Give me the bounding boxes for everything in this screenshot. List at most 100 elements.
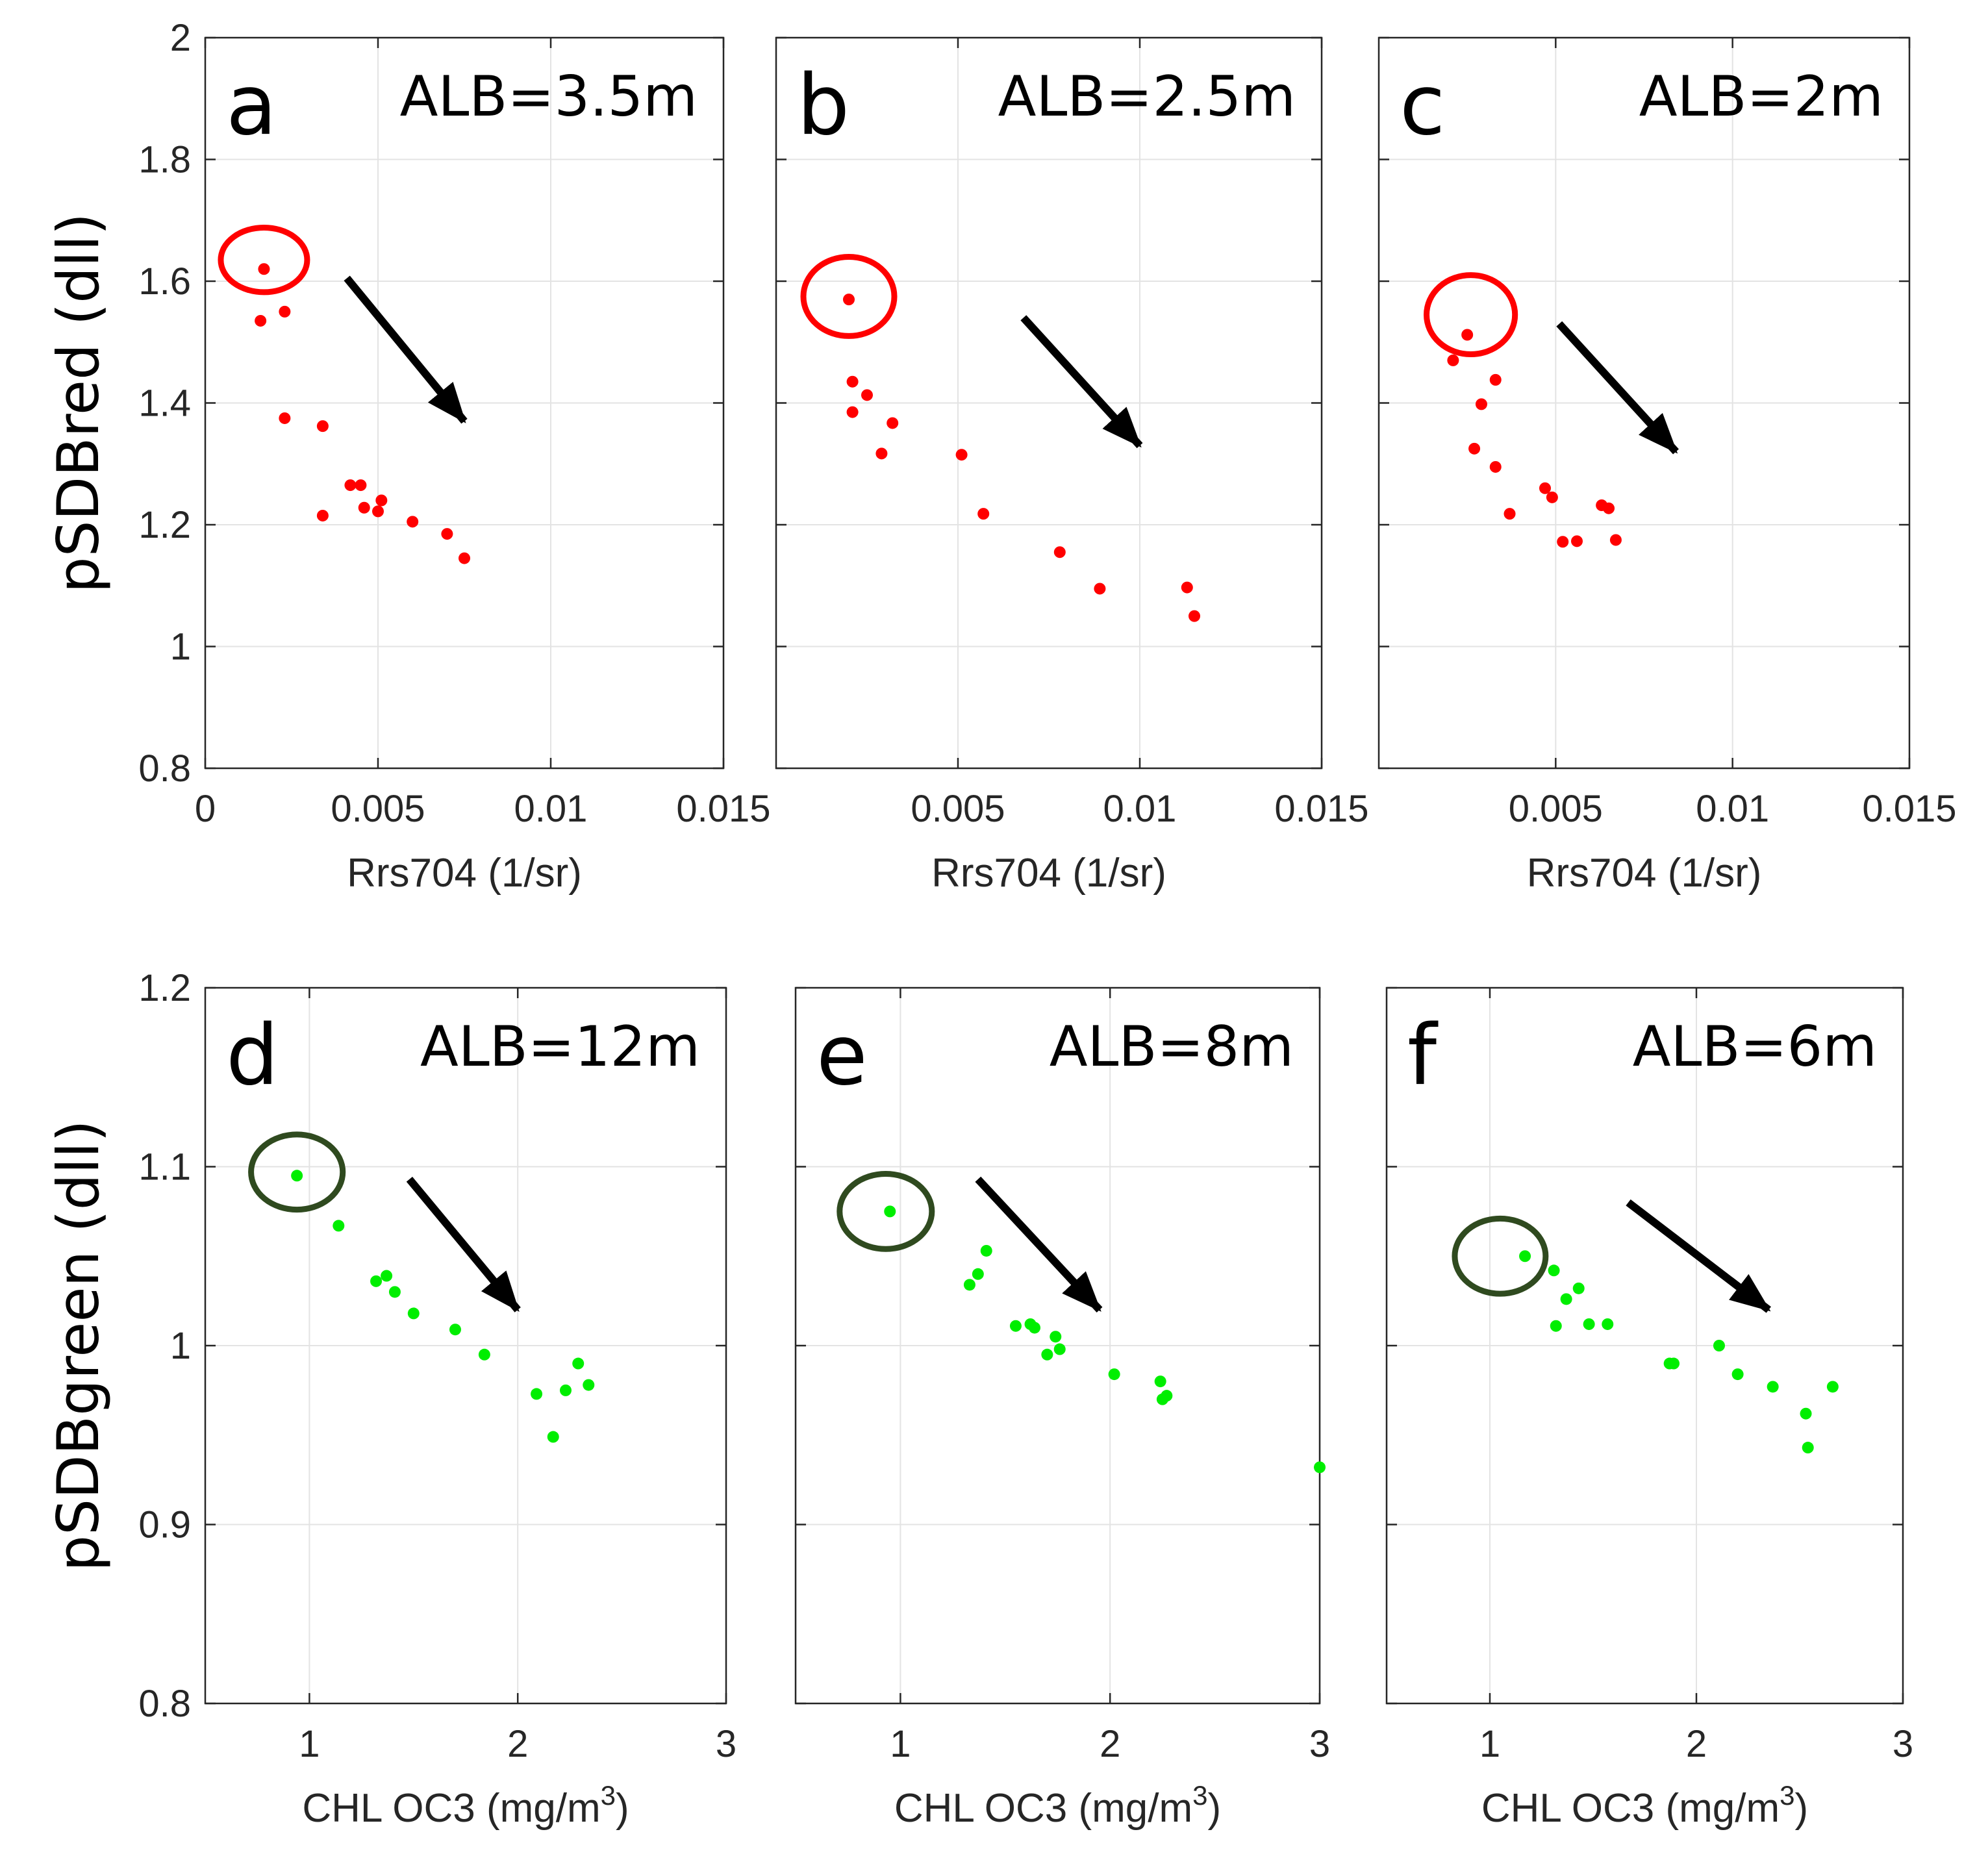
data-point xyxy=(846,375,859,388)
data-point xyxy=(1461,329,1474,341)
x-tick-label: 0.005 xyxy=(331,788,425,830)
data-point xyxy=(980,1244,992,1257)
data-point xyxy=(1609,534,1622,546)
data-point xyxy=(316,509,329,521)
data-point xyxy=(1557,536,1569,548)
axes-frame xyxy=(1385,986,1904,1705)
data-point xyxy=(1009,1320,1022,1332)
x-axis-label-text: Rrs704 (1/sr) xyxy=(1527,851,1762,896)
data-point xyxy=(1802,1442,1814,1454)
x-tick-label: 0.015 xyxy=(1274,788,1368,830)
data-point xyxy=(963,1279,975,1291)
axes-frame xyxy=(1378,36,1911,770)
y-axis-label: pSDBgreen (dll) xyxy=(45,1120,112,1571)
x-axis-label-end: ) xyxy=(1795,1786,1809,1831)
axes-frame xyxy=(204,36,725,770)
x-tick-label: 1 xyxy=(1479,1723,1500,1765)
data-point xyxy=(1571,535,1583,547)
axes-frame xyxy=(794,986,1321,1705)
x-tick-label: 3 xyxy=(716,1723,736,1765)
data-point xyxy=(1447,354,1459,366)
trend-arrow xyxy=(344,275,468,424)
x-tick-label: 1 xyxy=(299,1723,320,1765)
data-point xyxy=(358,501,370,514)
panel-letter: c xyxy=(1400,57,1445,154)
y-tick-label: 1 xyxy=(170,1325,191,1367)
trend-arrow xyxy=(1020,315,1143,449)
x-tick-label: 3 xyxy=(1309,1723,1330,1765)
x-axis-label-text: Rrs704 (1/sr) xyxy=(931,851,1166,896)
highlight-circle xyxy=(1424,272,1518,357)
data-point xyxy=(388,1286,401,1298)
data-points xyxy=(1519,1250,1839,1454)
data-point xyxy=(279,305,291,318)
data-point xyxy=(1028,1322,1040,1334)
x-axis-label-superscript: 3 xyxy=(1192,1780,1207,1811)
data-point xyxy=(441,528,453,540)
highlight-circle xyxy=(1452,1215,1549,1297)
y-tick-label: 1.6 xyxy=(138,260,191,303)
data-point xyxy=(1713,1340,1725,1351)
data-point xyxy=(547,1431,559,1443)
data-points xyxy=(1447,329,1622,548)
data-point xyxy=(1053,546,1066,559)
data-point xyxy=(977,508,990,520)
data-point xyxy=(355,479,367,492)
grid-lines xyxy=(1387,987,1904,1704)
x-tick-label: 0.005 xyxy=(911,788,1005,830)
data-point xyxy=(258,263,270,275)
data-point xyxy=(375,494,388,507)
x-axis-label-superscript: 3 xyxy=(601,1780,616,1811)
data-point xyxy=(1041,1348,1053,1361)
panel-grid: 0 0.005 0.01 0.015 0.8 1 1.2 1.4 1.6 1.8 2 Rrs704 (… xyxy=(45,17,1957,1831)
data-point xyxy=(1108,1368,1120,1381)
data-point xyxy=(255,314,267,327)
data-point xyxy=(1189,610,1200,622)
x-axis-label-text: CHL OC3 (mg/m xyxy=(894,1786,1192,1831)
x-tick-label: 1 xyxy=(890,1723,911,1765)
x-axis-label-superscript: 3 xyxy=(1780,1780,1794,1811)
grid-lines xyxy=(205,37,724,769)
data-point xyxy=(1548,1264,1560,1277)
grid-lines xyxy=(205,987,727,1704)
y-tick-label: 1 xyxy=(170,626,191,668)
x-tick-label: 2 xyxy=(1686,1723,1707,1765)
panel-letter: d xyxy=(226,1007,279,1104)
x-axis-label-text: Rrs704 (1/sr) xyxy=(347,851,582,896)
data-point xyxy=(1519,1250,1531,1262)
x-axis-label: CHL OC3 (mg/m3) xyxy=(1481,1780,1808,1831)
data-point xyxy=(1489,373,1502,386)
data-point xyxy=(344,479,357,492)
axes-frame xyxy=(775,36,1323,770)
data-point xyxy=(875,447,888,460)
trend-arrow xyxy=(1556,321,1679,455)
data-point xyxy=(531,1388,543,1400)
data-point xyxy=(955,449,968,461)
data-point xyxy=(1161,1390,1173,1402)
data-point xyxy=(583,1379,595,1391)
data-point xyxy=(1826,1381,1839,1393)
x-tick-label: 2 xyxy=(1100,1723,1120,1765)
panel-letter: f xyxy=(1407,1007,1439,1104)
panel-b: 0.005 0.01 0.015 Rrs704 (1/sr) b ALB=2.5m xyxy=(775,36,1369,896)
data-point xyxy=(846,406,859,418)
data-point xyxy=(1602,1318,1614,1330)
trend-arrow xyxy=(975,1176,1103,1312)
data-point xyxy=(887,417,899,429)
data-point xyxy=(1504,508,1516,520)
panel-letter: e xyxy=(816,1007,868,1104)
y-tick-label: 1.2 xyxy=(138,967,191,1009)
y-axis-label: pSDBred (dll) xyxy=(45,213,112,594)
x-axis-label: Rrs704 (1/sr) xyxy=(347,851,582,896)
data-point xyxy=(1539,482,1551,494)
x-axis-label-end: ) xyxy=(1208,1786,1222,1831)
highlight-circle xyxy=(218,225,310,295)
panel-letter: b xyxy=(797,57,849,154)
data-point xyxy=(843,294,855,306)
highlight-circle xyxy=(248,1131,346,1213)
data-point xyxy=(1767,1381,1779,1393)
y-tick-label: 1.2 xyxy=(138,504,191,546)
grid-lines xyxy=(1379,37,1910,769)
